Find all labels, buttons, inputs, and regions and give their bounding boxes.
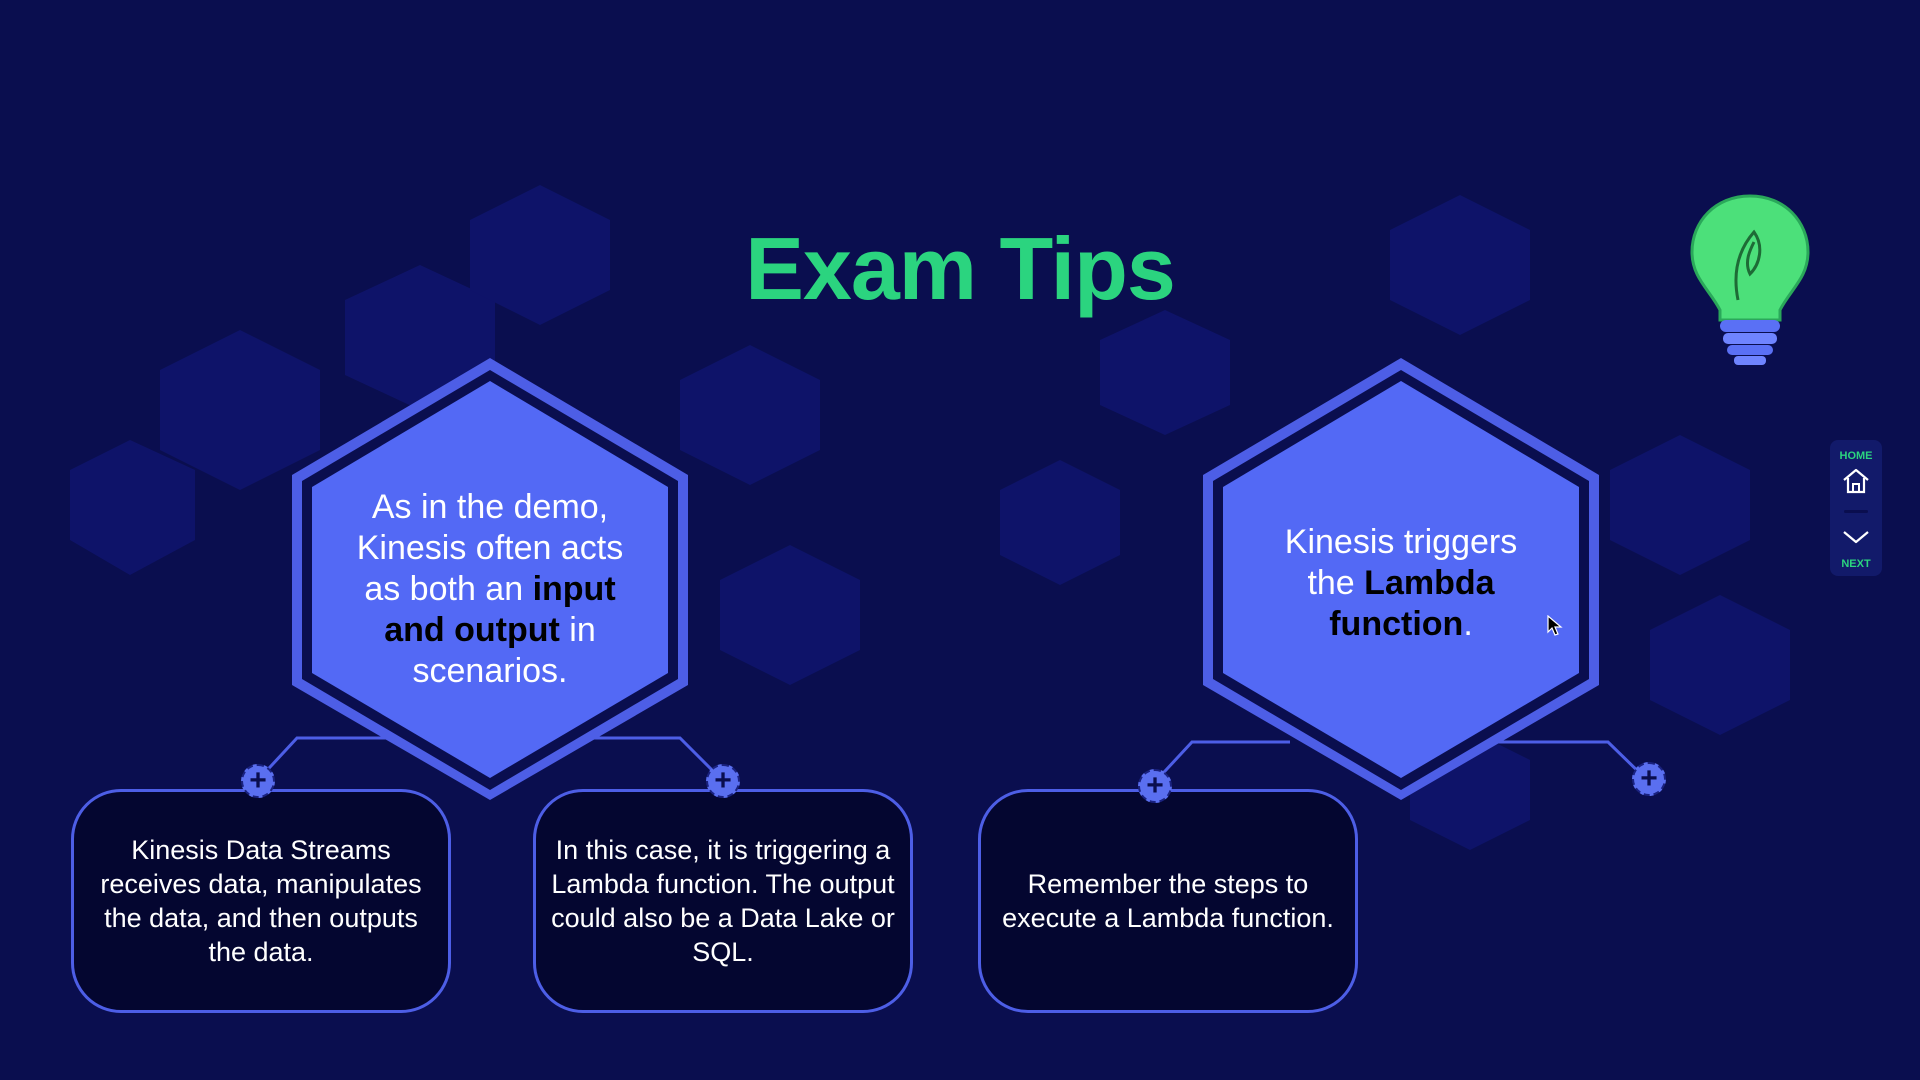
lightbulb-icon (1690, 194, 1810, 365)
nav-home-label[interactable]: HOME (1839, 450, 1873, 462)
hex-left-line: scenarios. (412, 652, 568, 690)
nav-next-label[interactable]: NEXT (1841, 558, 1871, 570)
expand-button[interactable]: + (1632, 762, 1666, 796)
hex-left-text: As in the demo, Kinesis often acts as bo… (320, 487, 660, 692)
card-text: Kinesis Data Streams receives data, mani… (100, 835, 422, 967)
info-card-kinesis-streams: Kinesis Data Streams receives data, mani… (71, 789, 451, 1013)
hexagon-left (292, 358, 688, 800)
hex-right-line: Kinesis triggers (1284, 523, 1518, 561)
connector-line (1490, 740, 1650, 783)
expand-button[interactable]: + (1138, 769, 1172, 803)
hex-left-bold: input (532, 570, 616, 608)
hex-left-line: Kinesis often acts (356, 529, 624, 567)
hex-left-line: in (559, 611, 596, 649)
hex-right-bold: function (1329, 605, 1464, 643)
hex-right-line: the (1307, 564, 1365, 602)
hex-left-line: as both an (364, 570, 533, 608)
hex-right-line: . (1463, 605, 1473, 643)
hex-right-text: Kinesis triggers the Lambda function. (1236, 522, 1566, 645)
expand-button[interactable]: + (241, 764, 275, 798)
card-text: In this case, it is triggering a Lambda … (551, 835, 895, 967)
card-text: Remember the steps to execute a Lambda f… (1002, 869, 1334, 933)
info-card-lambda-trigger: In this case, it is triggering a Lambda … (533, 789, 913, 1013)
hexagon-right (1203, 358, 1599, 800)
connector-line (256, 736, 390, 782)
mouse-cursor-icon (1547, 615, 1563, 636)
slide-nav-panel: HOME NEXT (1830, 440, 1882, 576)
connector-line (590, 736, 724, 782)
nav-divider (1844, 510, 1868, 513)
slide-title: Exam Tips (745, 219, 1176, 318)
expand-button[interactable]: + (706, 764, 740, 798)
hex-left-bold: and output (384, 611, 560, 649)
info-card-lambda-steps: Remember the steps to execute a Lambda f… (978, 789, 1358, 1013)
chevron-down-icon[interactable] (1841, 528, 1871, 546)
hex-left-line: As in the demo, (371, 488, 609, 526)
hex-right-bold: Lambda (1364, 564, 1495, 602)
connector-line (1151, 740, 1290, 786)
home-icon[interactable] (1841, 467, 1871, 495)
